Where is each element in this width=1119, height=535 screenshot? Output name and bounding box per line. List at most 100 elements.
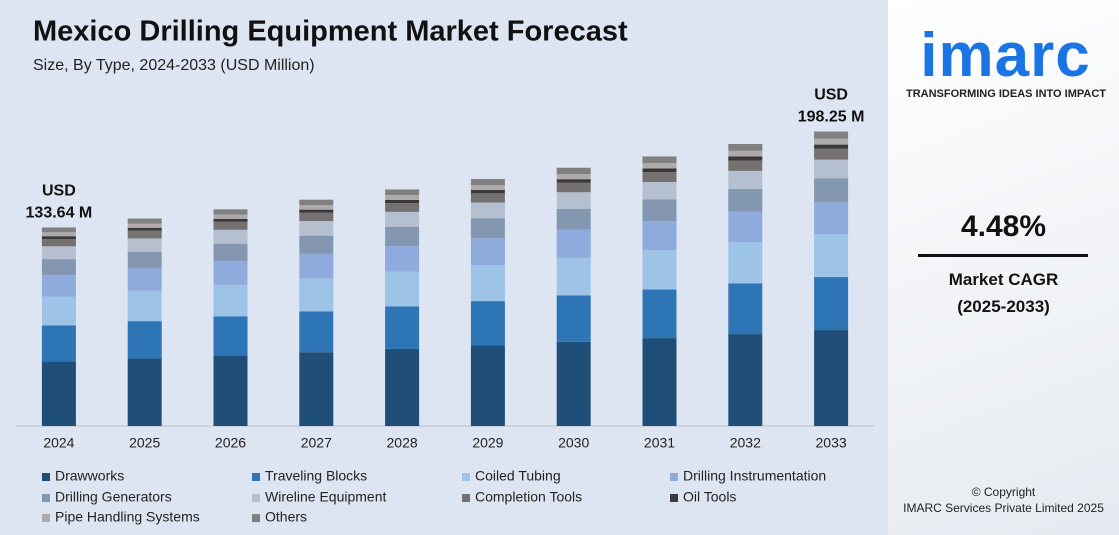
bar-segment: [299, 352, 334, 426]
legend-swatch: [670, 494, 678, 502]
bar-segment: [127, 230, 162, 239]
bar-segment: [41, 236, 76, 240]
bar-segment: [385, 271, 420, 307]
bar-segment: [728, 242, 763, 284]
x-tick-label: 2029: [472, 435, 503, 451]
bar-segment: [556, 295, 591, 342]
bar-segment: [470, 345, 505, 426]
bar-segment: [213, 355, 248, 426]
bar-segment: [299, 209, 334, 213]
bar-segment: [213, 214, 248, 219]
bar-segment: [642, 182, 677, 200]
bar-segment: [213, 221, 248, 230]
x-tick-label: 2031: [644, 435, 675, 451]
total-annotation: USD: [814, 87, 848, 104]
bar-segment: [470, 238, 505, 266]
legend-label: Others: [265, 509, 307, 525]
bar-segment: [213, 243, 248, 262]
legend-swatch: [42, 494, 50, 502]
bar-segment: [728, 211, 763, 243]
bar-segment: [127, 358, 162, 426]
bar-segment: [728, 143, 763, 151]
bar-segment: [299, 253, 334, 279]
bar-segment: [556, 341, 591, 426]
bar-segment: [814, 234, 849, 278]
bar-segment: [127, 223, 162, 228]
bar-segment: [556, 182, 591, 193]
bar-segment: [470, 193, 505, 203]
bar-segment: [728, 160, 763, 171]
bar-segment: [814, 144, 849, 149]
bar-segment: [299, 311, 334, 353]
bar-segment: [642, 338, 677, 426]
tagline: TRANSFORMING IDEAS INTO IMPACT: [905, 88, 1107, 100]
bar-segment: [814, 330, 849, 426]
logo: imarc: [920, 21, 1091, 90]
bar-segment: [556, 192, 591, 209]
legend-swatch: [42, 514, 50, 522]
bar-segment: [814, 277, 849, 331]
chart: Mexico Drilling Equipment Market Forecas…: [0, 0, 888, 535]
bar-segment: [728, 283, 763, 335]
bar-segment: [213, 229, 248, 244]
bar-segment: [299, 212, 334, 222]
bar-segment: [41, 325, 76, 362]
bar-segment: [127, 268, 162, 291]
bar-segment: [41, 232, 76, 237]
bar-segment: [556, 173, 591, 180]
bar-segment: [556, 229, 591, 258]
bar-segment: [470, 202, 505, 219]
legend-label: Wireline Equipment: [265, 489, 386, 505]
bar-segment: [728, 170, 763, 189]
bar-segment: [385, 189, 420, 196]
divider: [918, 254, 1088, 257]
legend-swatch: [252, 494, 260, 502]
total-annotation: 133.64 M: [26, 205, 93, 222]
x-tick-label: 2033: [816, 435, 847, 451]
legend-label: Drilling Instrumentation: [683, 468, 826, 484]
chart-subtitle: Size, By Type, 2024-2033 (USD Million): [33, 57, 315, 74]
legend-swatch: [462, 473, 470, 481]
x-tick-label: 2025: [129, 435, 160, 451]
bar-segment: [385, 203, 420, 212]
chart-title: Mexico Drilling Equipment Market Forecas…: [33, 16, 628, 48]
bar-segment: [385, 348, 420, 426]
bar-segment: [41, 246, 76, 260]
x-tick-label: 2027: [301, 435, 332, 451]
bar-segment: [213, 209, 248, 215]
bar-segment: [299, 278, 334, 312]
legend-label: Pipe Handling Systems: [55, 509, 200, 525]
cagr-label: Market CAGR: [948, 270, 1059, 289]
bar-segment: [642, 163, 677, 169]
bar-segment: [385, 199, 420, 204]
bar-segment: [127, 238, 162, 252]
bar-segment: [41, 361, 76, 426]
total-annotation: USD: [42, 183, 76, 200]
bar-segment: [127, 321, 162, 359]
bar-segment: [470, 218, 505, 239]
cagr-value: 4.48%: [960, 210, 1047, 243]
bar-segment: [470, 265, 505, 302]
bar-segment: [556, 208, 591, 230]
legend-label: Completion Tools: [475, 489, 582, 505]
legend-label: Traveling Blocks: [265, 468, 367, 484]
bar-segment: [642, 289, 677, 339]
bar-segment: [814, 138, 849, 145]
legend-label: Drawworks: [55, 468, 124, 484]
bar-segment: [642, 250, 677, 290]
cagr-period: (2025-2033): [957, 297, 1050, 316]
bar-segment: [470, 179, 505, 185]
bar-segment: [728, 188, 763, 212]
bar-segment: [728, 334, 763, 426]
bar-segment: [127, 251, 162, 269]
legend-label: Oil Tools: [683, 489, 736, 505]
bar-segment: [299, 205, 334, 210]
legend-swatch: [670, 473, 678, 481]
legend-swatch: [42, 473, 50, 481]
bar-segment: [728, 150, 763, 157]
company: IMARC Services Private Limited 2025: [903, 501, 1104, 515]
bar-segment: [642, 199, 677, 222]
bar-segment: [642, 168, 677, 173]
legend-swatch: [252, 514, 260, 522]
